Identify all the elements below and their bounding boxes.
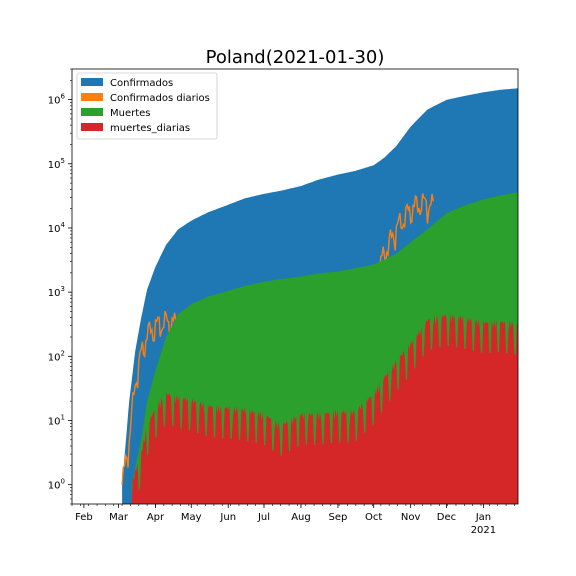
x-tick-label: Jul — [257, 512, 270, 523]
legend-label-muertes-diarias: muertes_diarias — [110, 123, 190, 134]
legend-label-confirmados-diarios: Confirmados diarios — [110, 93, 210, 104]
plot-frame — [71, 68, 519, 505]
legend-swatch-confirmados-diarios — [81, 93, 103, 101]
legend-frame — [76, 72, 218, 140]
y-tick-label: 102 — [48, 349, 65, 363]
legend: Confirmados Confirmados diarios Muertes mue… — [76, 72, 218, 140]
x-tick-label: Feb — [75, 512, 93, 523]
x-tick-label: Jan — [475, 512, 491, 523]
y-tick-label: 103 — [48, 285, 65, 299]
y-tick-label: 101 — [48, 414, 65, 428]
legend-swatch-muertes — [81, 108, 103, 116]
y-axis: 100 101 102 103 104 105 106 — [48, 68, 72, 505]
y-tick-label: 100 — [48, 478, 65, 492]
x-year-label: 2021 — [471, 525, 496, 536]
legend-label-muertes: Muertes — [110, 108, 151, 119]
y-tick-label: 104 — [48, 221, 66, 235]
x-tick-label: Mar — [109, 512, 129, 523]
x-tick-label: Nov — [401, 512, 421, 523]
x-tick-label: Aug — [291, 512, 311, 523]
legend-swatch-confirmados — [81, 78, 103, 86]
x-tick-label: Jun — [219, 512, 236, 523]
x-axis: Feb Mar Apr May Jun Jul Aug Sep Oct Nov Dec Jan 2021 — [71, 504, 515, 536]
series-area-muertes-diarias — [131, 313, 518, 504]
legend-label-confirmados: Confirmados — [110, 78, 173, 89]
chart-title: Poland(2021-01-30) — [206, 47, 385, 68]
x-tick-label: Oct — [365, 512, 382, 523]
x-tick-label: Apr — [147, 512, 165, 523]
x-tick-label: Dec — [437, 512, 456, 523]
y-tick-label: 105 — [48, 157, 65, 171]
legend-swatch-muertes-diarias — [81, 123, 103, 131]
y-tick-label: 106 — [48, 93, 66, 107]
x-tick-label: May — [181, 512, 202, 523]
plot-area — [121, 88, 518, 504]
x-tick-label: Sep — [329, 512, 348, 523]
